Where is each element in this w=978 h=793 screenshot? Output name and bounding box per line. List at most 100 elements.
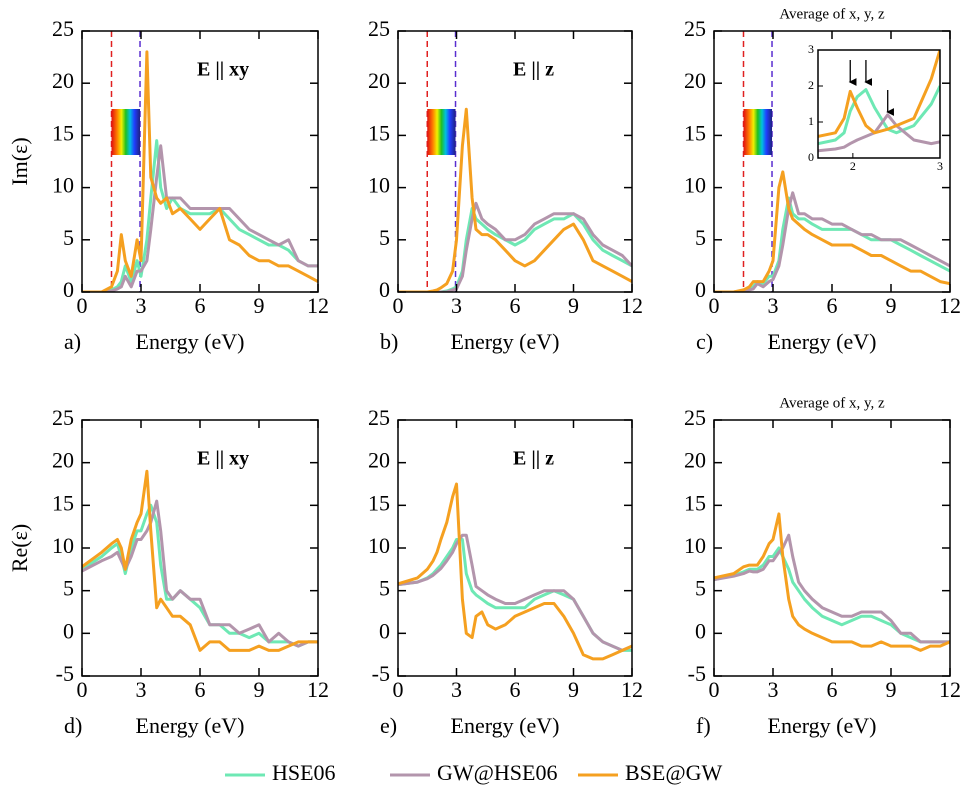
series-line — [398, 107, 632, 292]
y-tick-label: 20 — [368, 448, 390, 473]
chart-title: Average of x, y, z — [779, 6, 885, 22]
x-tick-label: 9 — [886, 677, 897, 702]
inset-y-tick-label: 1 — [808, 114, 814, 128]
y-axis-label: Im(ε) — [7, 137, 32, 185]
y-tick-label: 10 — [684, 533, 706, 558]
y-tick-label: 15 — [368, 120, 390, 145]
series-line — [818, 113, 940, 153]
x-tick-label: 3 — [451, 677, 462, 702]
y-tick-label: 5 — [379, 576, 390, 601]
annotation: E || xy — [197, 59, 249, 81]
panel-label: a) — [64, 329, 81, 354]
legend-label: BSE@GW — [625, 760, 722, 785]
x-tick-label: 0 — [709, 293, 720, 318]
y-tick-label: 20 — [368, 68, 390, 93]
inset-x-tick-label: 3 — [937, 159, 943, 173]
inset-plot-area — [818, 50, 940, 153]
y-tick-label: 20 — [52, 448, 74, 473]
y-tick-label: -5 — [56, 661, 74, 686]
x-axis-label: Energy (eV) — [768, 329, 877, 354]
x-axis-label: Energy (eV) — [136, 713, 245, 738]
x-tick-label: 3 — [451, 293, 462, 318]
x-tick-label: 12 — [621, 677, 643, 702]
x-tick-label: 6 — [827, 293, 838, 318]
panel-label: b) — [380, 329, 398, 354]
panel-label: e) — [380, 713, 397, 738]
inset-y-tick-label: 0 — [808, 150, 814, 164]
annotation: E || xy — [197, 448, 249, 470]
series-line — [714, 170, 950, 292]
x-tick-label: 9 — [254, 293, 265, 318]
legend-label: GW@HSE06 — [437, 760, 557, 785]
y-tick-label: 10 — [52, 533, 74, 558]
series-line — [818, 85, 940, 146]
plot-area — [714, 512, 950, 652]
series-line — [714, 546, 950, 644]
y-tick-label: 15 — [52, 120, 74, 145]
inset-x-tick-label: 2 — [850, 159, 856, 173]
y-tick-label: 20 — [52, 68, 74, 93]
x-tick-label: 0 — [77, 677, 88, 702]
x-tick-label: 3 — [768, 293, 779, 318]
x-tick-label: 3 — [136, 293, 147, 318]
y-tick-label: 10 — [684, 173, 706, 198]
annotation: E || z — [513, 448, 554, 470]
chart-title: Average of x, y, z — [779, 395, 885, 411]
x-tick-label: 6 — [827, 677, 838, 702]
visible-spectrum — [111, 109, 141, 155]
plot-area — [398, 107, 632, 292]
y-tick-label: 20 — [684, 68, 706, 93]
x-axis-label: Energy (eV) — [451, 329, 560, 354]
x-tick-label: 0 — [77, 293, 88, 318]
y-tick-label: 25 — [368, 405, 390, 430]
x-tick-label: 3 — [136, 677, 147, 702]
x-tick-label: 0 — [393, 293, 404, 318]
plot-area — [714, 170, 950, 292]
series-line — [714, 191, 950, 292]
series-line — [82, 469, 318, 652]
y-axis-label: Re(ε) — [7, 524, 32, 572]
x-tick-label: 6 — [510, 293, 521, 318]
series-line — [398, 482, 632, 661]
inset-y-tick-label: 2 — [808, 78, 814, 92]
series-line — [398, 201, 632, 292]
series-line — [82, 139, 318, 292]
series-line — [82, 503, 318, 648]
annotation: E || z — [513, 59, 554, 81]
series-line — [818, 50, 940, 138]
x-tick-label: 3 — [768, 677, 779, 702]
y-tick-label: 10 — [368, 533, 390, 558]
y-tick-label: 5 — [695, 576, 706, 601]
y-tick-label: 0 — [63, 277, 74, 302]
series-line — [82, 499, 318, 648]
panel-label: f) — [696, 713, 711, 738]
y-tick-label: -5 — [688, 661, 706, 686]
series-line — [398, 207, 632, 292]
panel-label: c) — [696, 329, 713, 354]
y-tick-label: 15 — [684, 490, 706, 515]
plot-area — [398, 482, 632, 661]
y-tick-label: 0 — [695, 277, 706, 302]
x-tick-label: 12 — [939, 293, 961, 318]
y-tick-label: 20 — [684, 448, 706, 473]
x-axis-label: Energy (eV) — [136, 329, 245, 354]
y-tick-label: 25 — [52, 405, 74, 430]
x-tick-label: 6 — [510, 677, 521, 702]
panel-label: d) — [64, 713, 82, 738]
visible-spectrum — [427, 109, 456, 155]
y-tick-label: 0 — [379, 277, 390, 302]
x-axis-label: Energy (eV) — [451, 713, 560, 738]
y-tick-label: 0 — [695, 618, 706, 643]
visible-spectrum — [743, 109, 773, 155]
x-tick-label: 12 — [307, 677, 329, 702]
y-tick-label: 0 — [63, 618, 74, 643]
plot-area — [82, 50, 318, 292]
y-tick-label: -5 — [372, 661, 390, 686]
x-tick-label: 9 — [254, 677, 265, 702]
x-axis-label: Energy (eV) — [768, 713, 877, 738]
y-tick-label: 15 — [368, 490, 390, 515]
y-tick-label: 15 — [684, 120, 706, 145]
inset-y-tick-label: 3 — [808, 42, 814, 56]
y-tick-label: 15 — [52, 490, 74, 515]
